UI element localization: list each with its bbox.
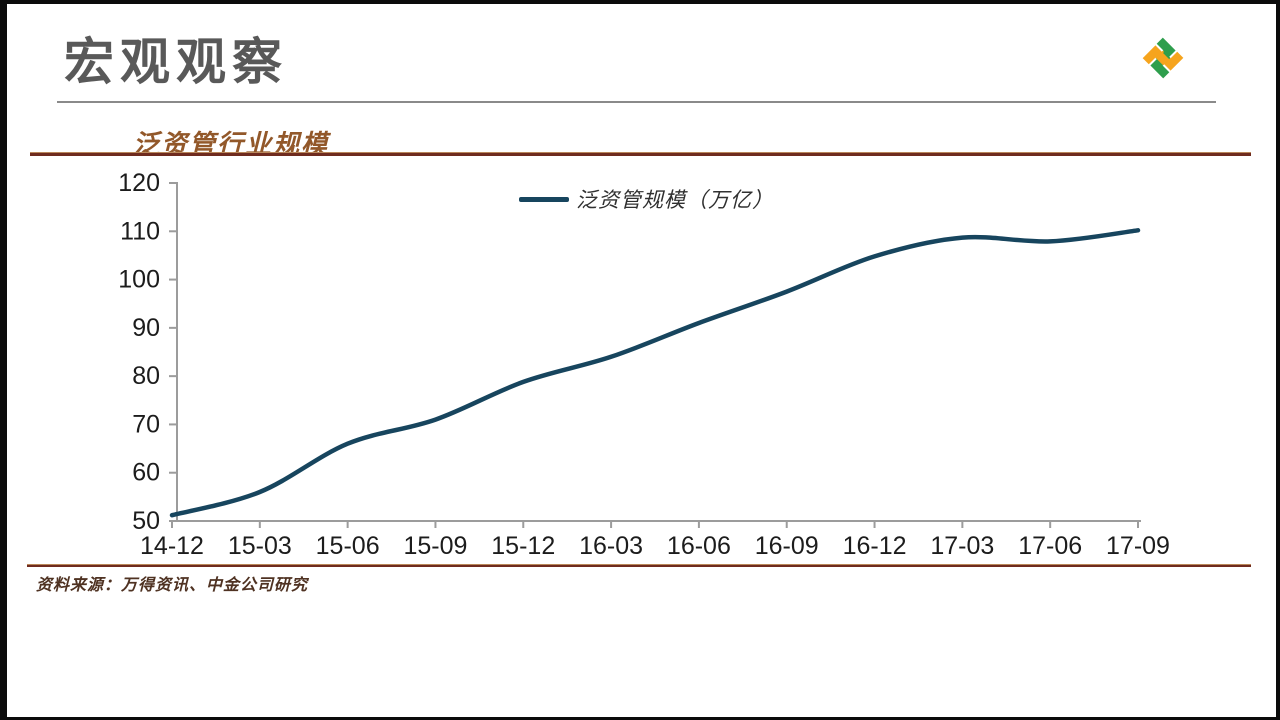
page-title: 宏观观察	[64, 34, 288, 90]
y-axis-label: 60	[132, 459, 160, 487]
chart-bottom-rule	[27, 564, 1251, 567]
x-axis-label: 17-09	[1106, 532, 1170, 560]
legend-label: 泛资管规模（万亿）	[576, 188, 774, 212]
y-axis-label: 120	[118, 169, 160, 197]
company-pinwheel-logo	[1142, 37, 1184, 79]
y-axis-label: 90	[132, 314, 160, 342]
x-axis-label: 15-03	[228, 532, 292, 560]
chart-top-rule	[30, 152, 1251, 156]
y-axis-label: 100	[118, 266, 160, 294]
x-axis-label: 14-12	[140, 532, 204, 560]
slide-border-right	[1276, 0, 1280, 720]
source-note: 资料来源：万得资讯、中金公司研究	[36, 575, 309, 594]
y-axis-label: 110	[120, 217, 160, 245]
y-axis-label: 50	[132, 507, 160, 535]
x-axis-label: 15-06	[316, 532, 380, 560]
slide-border-left	[0, 0, 7, 720]
x-axis-label: 16-12	[843, 532, 907, 560]
x-axis-label: 16-06	[667, 532, 731, 560]
x-axis-label: 15-12	[491, 532, 555, 560]
slide-border-top	[0, 0, 1280, 4]
logo-arm-orange-2	[1142, 45, 1170, 66]
x-axis-label: 16-03	[579, 532, 643, 560]
chart-legend: 泛资管规模（万亿）	[519, 184, 774, 214]
x-axis-label: 16-09	[755, 532, 819, 560]
x-axis-label: 15-09	[403, 532, 467, 560]
x-axis-label: 17-03	[930, 532, 994, 560]
header-divider	[57, 101, 1216, 103]
x-axis-label: 17-06	[1018, 532, 1082, 560]
legend-line-swatch	[519, 196, 569, 202]
slide-border-bottom	[0, 717, 1280, 720]
series-line	[169, 228, 1141, 518]
y-axis-label: 70	[132, 410, 160, 438]
y-axis-label: 80	[132, 362, 160, 390]
